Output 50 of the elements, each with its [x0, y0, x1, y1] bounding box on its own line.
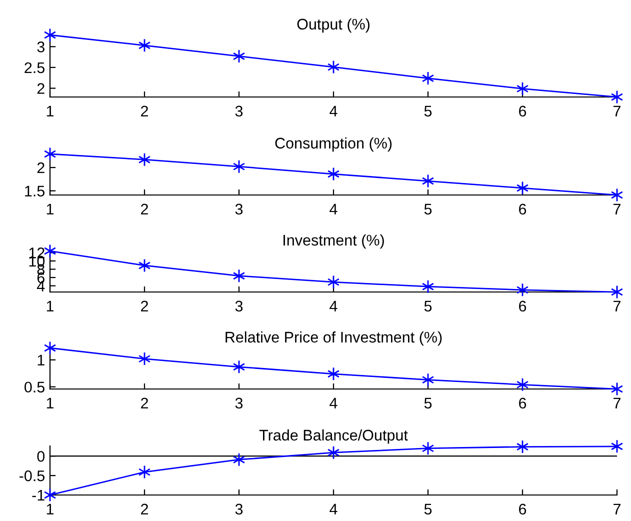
x-tick-label: 7 [614, 504, 620, 514]
x-tick-label: 1 [46, 504, 54, 514]
y-tick-label: 0 [37, 450, 45, 462]
x-tick-label: 5 [424, 204, 432, 215]
x-tick-label: 7 [614, 106, 620, 116]
x-tick-label: 2 [141, 300, 148, 312]
y-tick-label: 3 [37, 42, 44, 52]
x-tick-label: 1 [46, 204, 54, 214]
y-tick-label: -0.5 [19, 470, 44, 482]
y-tick-label: 2 [37, 83, 44, 94]
x-tick-label: 4 [330, 300, 338, 312]
x-tick-label: 3 [235, 398, 243, 409]
chart-title: Relative Price of Investment (%) [226, 331, 442, 346]
x-tick-label: 7 [614, 204, 620, 214]
x-tick-label: 4 [330, 204, 338, 214]
y-tick-label: 2.5 [24, 62, 44, 74]
x-tick-label: 1 [46, 300, 54, 312]
x-tick-label: 5 [424, 504, 432, 515]
x-tick-label: 6 [519, 504, 526, 515]
x-tick-label: 2 [141, 398, 148, 408]
x-tick-label: 4 [330, 504, 338, 514]
x-tick-label: 3 [235, 504, 243, 515]
chart-title: Consumption (%) [275, 137, 392, 152]
x-tick-label: 6 [519, 204, 526, 215]
x-tick-label: 1 [46, 106, 54, 116]
x-tick-label: 4 [330, 106, 338, 116]
x-tick-label: 3 [235, 106, 243, 117]
x-tick-label: 5 [424, 398, 432, 409]
x-tick-label: 4 [330, 398, 338, 408]
x-tick-label: 1 [46, 398, 54, 408]
chart-title: Output (%) [297, 18, 370, 33]
x-tick-label: 6 [519, 106, 526, 117]
y-tick-label: 2 [37, 162, 44, 174]
y-tick-label: 1 [38, 354, 44, 366]
x-tick-label: 2 [141, 204, 148, 214]
x-tick-label: 6 [519, 398, 526, 409]
y-tick-label: 0.5 [24, 382, 44, 393]
x-tick-label: 3 [235, 204, 243, 215]
x-tick-label: 5 [424, 106, 432, 117]
chart-title: Trade Balance/Output [259, 429, 408, 444]
x-tick-label: 6 [519, 300, 526, 312]
chart-title: Investment (%) [284, 234, 384, 249]
x-tick-label: 5 [424, 300, 432, 312]
x-tick-label: 2 [141, 504, 148, 514]
x-tick-label: 3 [235, 300, 243, 312]
y-tick-label: 1.5 [25, 186, 44, 196]
x-tick-label: 2 [141, 106, 148, 116]
x-tick-label: 7 [614, 398, 620, 408]
x-tick-label: 7 [614, 300, 620, 312]
y-tick-label: -1 [32, 490, 44, 501]
